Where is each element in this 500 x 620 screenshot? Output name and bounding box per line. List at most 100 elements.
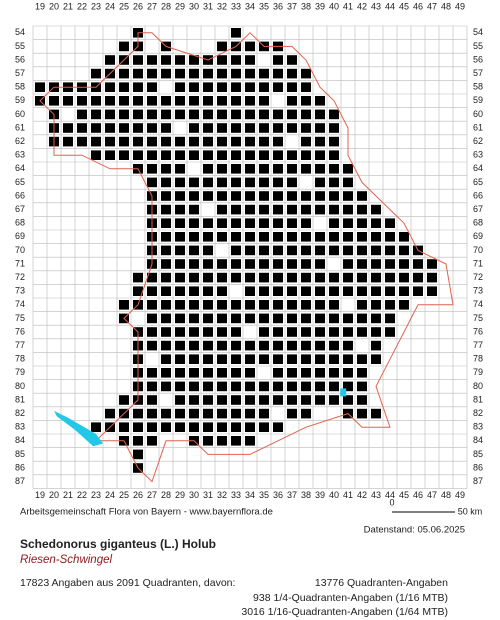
square <box>217 109 227 120</box>
square <box>287 177 297 188</box>
square <box>399 259 409 269</box>
square <box>231 232 241 242</box>
square <box>273 177 283 188</box>
square <box>217 354 227 364</box>
square <box>119 41 129 52</box>
square <box>259 395 269 405</box>
row-label: 57 <box>473 68 483 78</box>
square <box>287 123 297 133</box>
square <box>119 109 129 120</box>
square <box>245 177 255 188</box>
square <box>385 300 395 310</box>
row-label: 63 <box>15 150 25 160</box>
row-label: 77 <box>473 340 483 350</box>
square <box>357 286 367 296</box>
square <box>343 272 353 283</box>
square <box>217 68 227 79</box>
square <box>259 150 269 160</box>
column-label: 33 <box>231 490 241 500</box>
square <box>357 245 367 256</box>
square <box>147 395 157 405</box>
square <box>427 272 437 283</box>
summary: 17823 Angaben aus 2091 Quadranten, davon… <box>20 577 235 589</box>
square <box>357 204 367 215</box>
square <box>147 136 157 147</box>
square <box>315 340 325 351</box>
square <box>91 96 101 106</box>
square <box>357 218 367 228</box>
square <box>91 68 101 79</box>
row-label: 69 <box>15 231 25 241</box>
square <box>259 422 269 432</box>
square <box>133 150 143 160</box>
square <box>315 150 325 160</box>
square <box>301 300 311 310</box>
square <box>259 164 269 174</box>
row-label: 54 <box>473 27 483 37</box>
square <box>147 177 157 188</box>
square <box>217 82 227 92</box>
square <box>273 395 283 405</box>
square <box>217 232 227 242</box>
square <box>245 381 255 392</box>
square <box>161 300 171 310</box>
square <box>301 313 311 324</box>
square <box>119 96 129 106</box>
square <box>287 191 297 201</box>
column-label: 32 <box>217 490 227 500</box>
column-label: 47 <box>427 490 437 500</box>
square <box>245 408 255 419</box>
square <box>189 109 199 120</box>
square <box>245 218 255 228</box>
row-label: 87 <box>473 476 483 486</box>
square <box>161 204 171 215</box>
square <box>273 109 283 120</box>
square <box>245 259 255 269</box>
square <box>133 449 143 460</box>
square <box>273 272 283 283</box>
square <box>161 368 171 378</box>
row-label: 75 <box>473 313 483 323</box>
square <box>161 408 171 419</box>
row-label: 64 <box>473 163 483 173</box>
column-label: 19 <box>35 490 45 500</box>
square <box>63 96 73 106</box>
square <box>203 259 213 269</box>
square <box>217 286 227 296</box>
column-label: 45 <box>399 1 409 11</box>
square <box>175 232 185 242</box>
square <box>231 436 241 446</box>
square <box>287 381 297 392</box>
square <box>175 245 185 256</box>
square <box>203 354 213 364</box>
square <box>189 177 199 188</box>
row-label: 70 <box>473 245 483 255</box>
square <box>77 123 87 133</box>
square <box>301 164 311 174</box>
square <box>189 368 199 378</box>
column-label: 43 <box>371 1 381 11</box>
square <box>217 368 227 378</box>
square <box>343 354 353 364</box>
column-label: 25 <box>119 490 129 500</box>
square <box>231 340 241 351</box>
square <box>329 191 339 201</box>
square <box>105 55 115 65</box>
column-label: 29 <box>175 490 185 500</box>
row-label: 65 <box>473 177 483 187</box>
row-label: 80 <box>15 381 25 391</box>
square <box>203 408 213 419</box>
square <box>189 422 199 432</box>
column-label: 28 <box>161 1 171 11</box>
row-label: 56 <box>15 54 25 64</box>
square <box>189 395 199 405</box>
square <box>217 136 227 147</box>
square <box>273 340 283 351</box>
square <box>245 96 255 106</box>
square <box>301 354 311 364</box>
square <box>245 286 255 296</box>
square <box>329 164 339 174</box>
square <box>161 422 171 432</box>
title: Schedonorus giganteus (L.) Holub <box>20 537 216 551</box>
square <box>175 150 185 160</box>
